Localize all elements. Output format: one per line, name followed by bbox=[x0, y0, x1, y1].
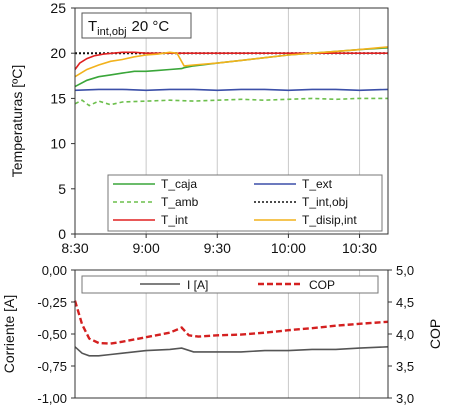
legend-label-cop: COP bbox=[309, 278, 335, 292]
temperature-y-tick-label: 25 bbox=[50, 0, 66, 16]
setpoint-annotation: Tint,obj 20 °C bbox=[81, 12, 192, 39]
setpoint-annotation-subscript: int,obj bbox=[97, 26, 126, 38]
current-y-tick-label: -1,00 bbox=[37, 391, 67, 406]
current-y-tick-label: 0,00 bbox=[42, 263, 67, 278]
current-y-tick-label: -0,50 bbox=[37, 327, 67, 342]
temperature-y-tick-label: 20 bbox=[50, 45, 66, 61]
legend-label-i-a: I [A] bbox=[187, 278, 208, 292]
legend-label-t-int-obj: T_int,obj bbox=[302, 195, 348, 209]
cop-y-tick-label: 3,5 bbox=[396, 359, 414, 374]
temperature-y-ticks: 0 5 10 15 20 25 bbox=[50, 0, 75, 242]
setpoint-annotation-box bbox=[81, 12, 192, 39]
setpoint-annotation-value: 20 °C bbox=[132, 18, 170, 35]
series-line-cop bbox=[73, 300, 389, 345]
current-y-axis-label: Corriente [A] bbox=[1, 295, 17, 374]
temperature-y-axis-label: Temperaturas [ºC] bbox=[9, 65, 25, 178]
temperature-y-tick-label: 5 bbox=[58, 181, 66, 197]
x-tick-label: 9:00 bbox=[133, 240, 160, 256]
setpoint-annotation-prefix: T bbox=[88, 18, 97, 35]
cop-y-axis-label: COP bbox=[427, 319, 443, 349]
x-tick-label: 9:30 bbox=[204, 240, 231, 256]
current-cop-legend: I [A] COP bbox=[81, 275, 379, 294]
temperature-chart: 0 5 10 15 20 25 8:30 9:00 9:30 10:00 10:30 Temper… bbox=[9, 0, 389, 256]
series-line-t-ext bbox=[74, 88, 389, 92]
setpoint-annotation-text: Tint,obj 20 °C bbox=[88, 18, 169, 38]
series-line-t-amb bbox=[74, 97, 388, 107]
temperature-y-tick-label: 0 bbox=[58, 226, 66, 242]
current-y-ticks: 0,00 -0,25 -0,50 -0,75 -1,00 bbox=[37, 263, 75, 406]
current-y-tick-label: -0,25 bbox=[37, 295, 67, 310]
cop-y-tick-label: 5,0 bbox=[396, 263, 414, 278]
cop-y-tick-label: 4,0 bbox=[396, 327, 414, 342]
x-tick-label: 8:30 bbox=[61, 240, 88, 256]
current-cop-legend-box bbox=[81, 275, 379, 294]
cop-y-tick-label: 4,5 bbox=[396, 295, 414, 310]
series-line-i-a bbox=[74, 346, 389, 357]
legend-label-t-caja: T_caja bbox=[161, 177, 197, 191]
temperature-legend-box bbox=[107, 174, 383, 232]
temperature-y-tick-label: 10 bbox=[50, 136, 66, 152]
x-tick-label: 10:00 bbox=[271, 240, 306, 256]
temperature-plot-frame bbox=[74, 7, 389, 235]
cop-y-tick-label: 3,0 bbox=[396, 391, 414, 406]
current-cop-chart: 0,00 -0,25 -0,50 -0,75 -1,00 5,0 4,5 4,0 3,5 3,0… bbox=[1, 263, 443, 406]
legend-label-t-ext: T_ext bbox=[302, 177, 333, 191]
series-line-t-disip-int bbox=[74, 46, 389, 78]
legend-label-t-disip-int: T_disip,int bbox=[302, 213, 357, 227]
temperature-x-ticks: 8:30 9:00 9:30 10:00 10:30 bbox=[61, 234, 377, 256]
cop-y-ticks: 5,0 4,5 4,0 3,5 3,0 bbox=[388, 263, 414, 406]
legend-label-t-amb: T_amb bbox=[161, 195, 199, 209]
temperature-legend: T_caja T_ext T_amb T_int,obj T_int T_disip,in… bbox=[107, 174, 383, 232]
current-cop-series bbox=[73, 300, 389, 357]
temperature-series bbox=[74, 46, 389, 107]
legend-label-t-int: T_int bbox=[161, 213, 188, 227]
temperature-y-tick-label: 15 bbox=[50, 90, 66, 106]
x-tick-label: 10:30 bbox=[342, 240, 377, 256]
current-y-tick-label: -0,75 bbox=[37, 359, 67, 374]
